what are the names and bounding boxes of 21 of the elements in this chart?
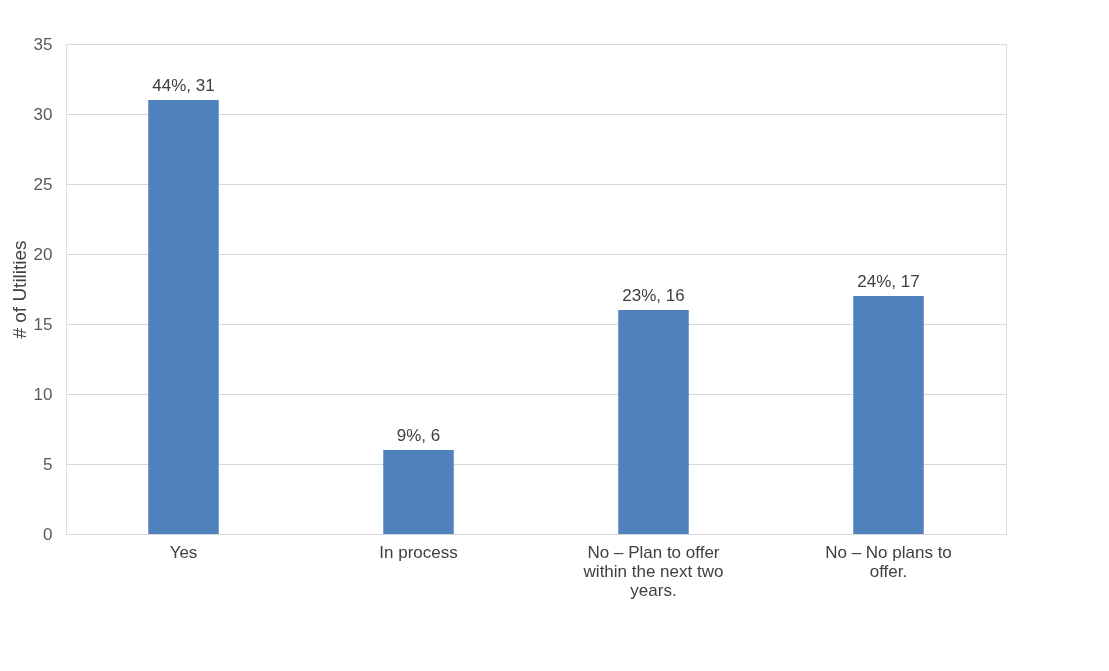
y-tick-label: 15 bbox=[33, 314, 53, 334]
bar bbox=[618, 310, 689, 534]
data-label: 44%, 31 bbox=[152, 76, 215, 95]
y-tick-label: 30 bbox=[33, 104, 53, 124]
y-axis-title: # of Utilities bbox=[8, 240, 30, 339]
data-label: 24%, 17 bbox=[857, 272, 920, 291]
bar bbox=[383, 450, 454, 534]
bar bbox=[148, 100, 219, 534]
y-tick-label: 35 bbox=[33, 34, 53, 54]
y-tick-label: 0 bbox=[43, 524, 53, 544]
y-tick-label: 20 bbox=[33, 244, 53, 264]
x-tick-label: No – Plan to offer within the next two years. bbox=[582, 542, 724, 600]
y-tick-label: 25 bbox=[33, 174, 53, 194]
x-tick-label: Yes bbox=[169, 542, 198, 562]
data-label: 9%, 6 bbox=[396, 426, 441, 445]
y-tick-label: 5 bbox=[43, 454, 53, 474]
data-label: 23%, 16 bbox=[622, 286, 685, 305]
x-tick-label: No – No plans to offer. bbox=[825, 542, 952, 581]
y-tick-label: 10 bbox=[33, 384, 53, 404]
x-tick-label: In process bbox=[379, 542, 458, 562]
bar bbox=[853, 296, 924, 534]
